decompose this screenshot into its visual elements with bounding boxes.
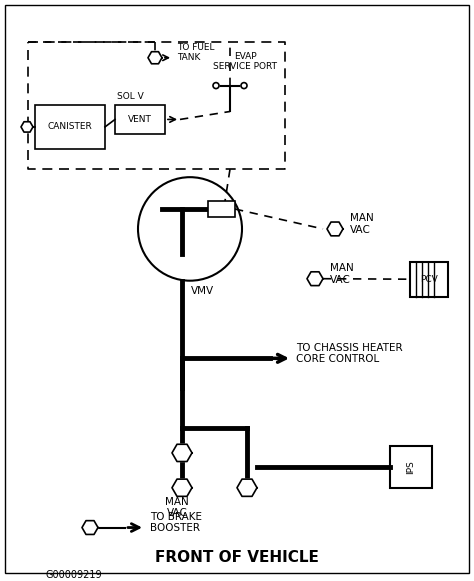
Polygon shape [148,52,162,64]
Text: VENT: VENT [128,115,152,124]
Text: FRONT OF VEHICLE: FRONT OF VEHICLE [155,550,319,565]
Text: TO BRAKE
BOOSTER: TO BRAKE BOOSTER [150,512,202,533]
Ellipse shape [241,83,247,88]
Polygon shape [172,444,192,461]
Text: MAN
VAC: MAN VAC [165,497,189,518]
Polygon shape [172,479,192,496]
Text: MAN
VAC: MAN VAC [350,213,374,235]
Text: TO FUEL
TANK: TO FUEL TANK [177,43,215,62]
Text: G00009219: G00009219 [45,571,101,580]
Text: CANISTER: CANISTER [47,123,92,131]
Text: EVAP
SERVICE PORT: EVAP SERVICE PORT [213,52,277,71]
Text: TO CHASSIS HEATER
CORE CONTROL: TO CHASSIS HEATER CORE CONTROL [296,343,402,364]
Ellipse shape [213,83,219,88]
Text: IPS: IPS [407,460,416,474]
Text: SOL V: SOL V [117,92,143,101]
Text: VMV: VMV [191,286,214,296]
Polygon shape [327,222,343,236]
Polygon shape [21,122,33,132]
Polygon shape [82,521,98,535]
Polygon shape [208,201,235,217]
Polygon shape [237,479,257,496]
Text: PCV: PCV [420,275,438,284]
Polygon shape [307,272,323,286]
Text: MAN
VAC: MAN VAC [330,263,354,285]
